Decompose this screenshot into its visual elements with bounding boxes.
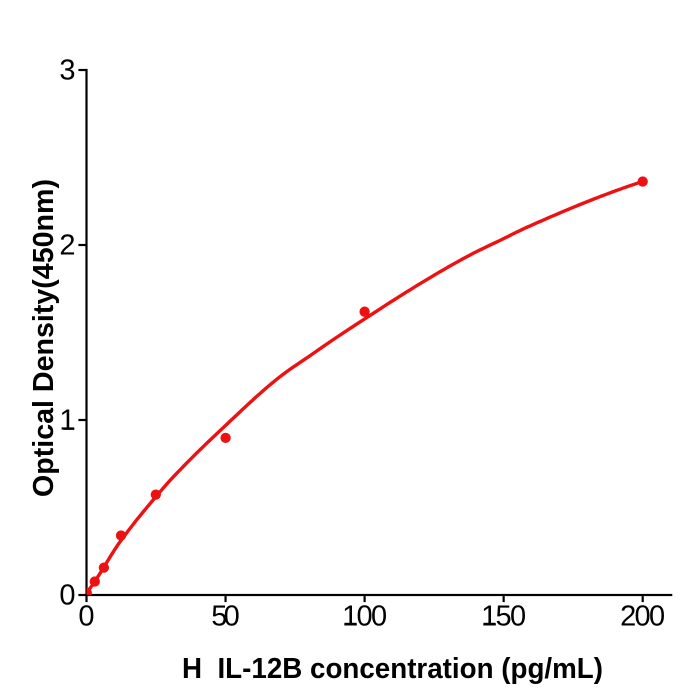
svg-text:150: 150 bbox=[481, 601, 526, 633]
svg-text:2: 2 bbox=[59, 230, 75, 262]
svg-text:100: 100 bbox=[342, 601, 387, 633]
svg-text:0: 0 bbox=[59, 580, 75, 612]
svg-text:1: 1 bbox=[59, 405, 75, 437]
svg-text:0: 0 bbox=[78, 601, 94, 633]
svg-text:H IL-12B concentration (pg/mL: H IL-12B concentration (pg/mL) bbox=[182, 653, 603, 685]
svg-text:50: 50 bbox=[211, 601, 240, 633]
svg-text:Optical Density(450nm): Optical Density(450nm) bbox=[28, 179, 60, 497]
svg-text:200: 200 bbox=[620, 601, 665, 633]
svg-text:3: 3 bbox=[59, 55, 75, 87]
